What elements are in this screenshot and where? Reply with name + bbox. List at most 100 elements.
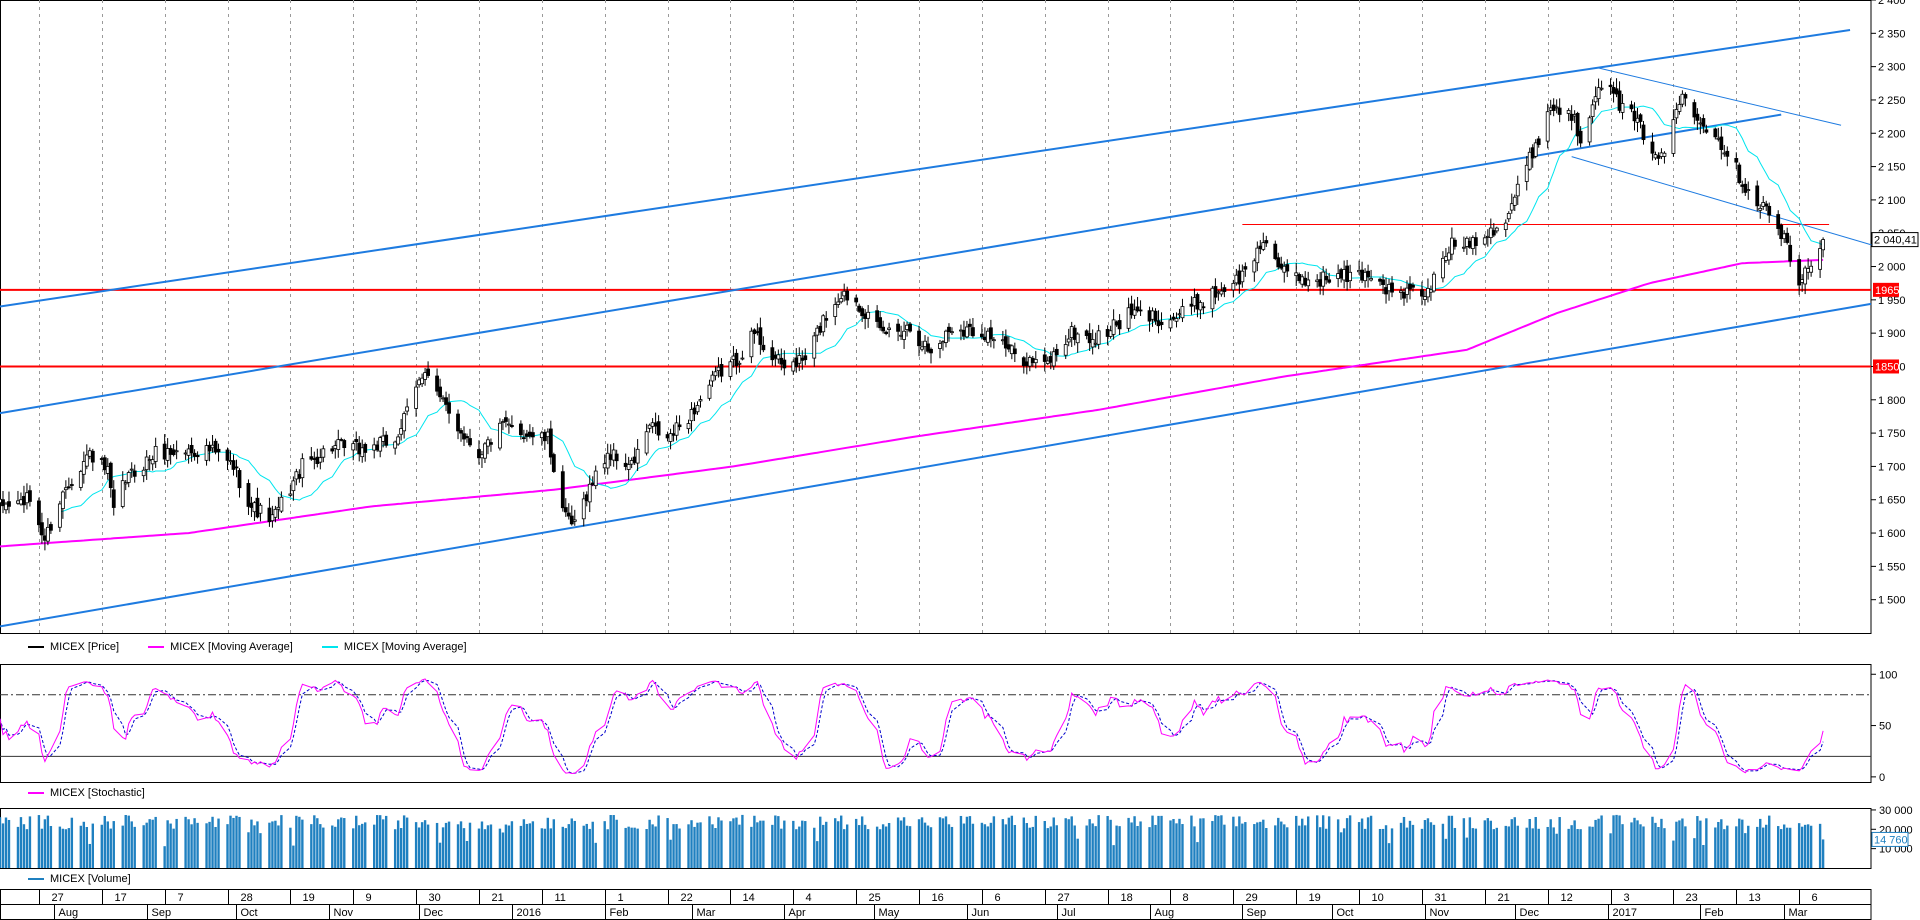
volume-bar bbox=[1663, 828, 1666, 868]
candle-body bbox=[982, 336, 987, 341]
candle-body bbox=[1111, 319, 1116, 335]
volume-bar bbox=[253, 825, 256, 868]
volume-bar bbox=[1705, 818, 1708, 868]
volume-bar bbox=[669, 839, 672, 868]
candle-body bbox=[1444, 256, 1448, 261]
volume-bar bbox=[1357, 822, 1361, 868]
volume-bar bbox=[612, 815, 615, 868]
candle-body bbox=[396, 436, 401, 445]
volume-bar bbox=[1259, 821, 1262, 868]
volume-bar bbox=[1717, 821, 1720, 868]
volume-bar bbox=[980, 822, 984, 868]
volume-bar bbox=[211, 816, 214, 868]
volume-bar bbox=[1744, 833, 1747, 868]
candle-body bbox=[1797, 259, 1802, 286]
volume-bar bbox=[190, 824, 193, 868]
candle-body bbox=[1527, 151, 1532, 170]
candle-body bbox=[1195, 294, 1200, 310]
volume-bar bbox=[1348, 815, 1352, 868]
candle-body bbox=[1806, 268, 1811, 273]
candle-body bbox=[542, 431, 547, 442]
volume-bar bbox=[1423, 820, 1427, 868]
volume-bar bbox=[696, 822, 699, 868]
candle-body bbox=[740, 357, 745, 360]
candle-body bbox=[731, 355, 736, 360]
candle-body bbox=[1423, 296, 1427, 300]
candle-body bbox=[587, 483, 592, 503]
candle-body bbox=[1378, 278, 1382, 282]
candle-body bbox=[249, 502, 254, 508]
volume-bar bbox=[944, 816, 948, 868]
candle-body bbox=[737, 362, 742, 365]
candle-body bbox=[1447, 252, 1451, 261]
volume-bar bbox=[444, 822, 448, 868]
candle-body bbox=[171, 449, 176, 456]
volume-bar bbox=[1525, 827, 1528, 868]
candle-body bbox=[581, 498, 586, 520]
volume-bar bbox=[834, 818, 837, 868]
volume-bar bbox=[405, 817, 409, 868]
volume-bar bbox=[1408, 820, 1412, 868]
volume-bar bbox=[1555, 833, 1558, 868]
candle-body bbox=[1677, 104, 1682, 112]
candle-body bbox=[797, 355, 802, 364]
volume-bar bbox=[1549, 819, 1552, 868]
volume-bar bbox=[184, 816, 187, 868]
day-label: 4 bbox=[806, 892, 812, 904]
volume-bar bbox=[61, 828, 65, 868]
volume-bar bbox=[1600, 815, 1603, 868]
legend-item-volume: MICEX [Volume] bbox=[28, 873, 131, 885]
volume-bar bbox=[1031, 826, 1034, 868]
volume-bar bbox=[795, 829, 798, 868]
volume-bar bbox=[340, 817, 343, 868]
candle-body bbox=[300, 458, 305, 479]
candle-body bbox=[1470, 237, 1475, 249]
volume-bar bbox=[163, 846, 166, 868]
volume-bar bbox=[1118, 826, 1121, 868]
volume-bar bbox=[274, 820, 277, 868]
candle-body bbox=[899, 334, 903, 337]
volume-bar bbox=[1684, 826, 1687, 868]
candle-body bbox=[1408, 283, 1412, 290]
candle-body bbox=[1788, 244, 1793, 262]
volume-bar bbox=[175, 818, 178, 868]
volume-bar bbox=[1091, 823, 1094, 868]
month-label: 2017 bbox=[1613, 907, 1637, 919]
candle-body bbox=[968, 323, 972, 327]
candle-body bbox=[1464, 237, 1469, 247]
candle-body bbox=[1578, 130, 1583, 144]
volume-bar bbox=[1007, 817, 1011, 868]
candle-body bbox=[405, 406, 410, 412]
candle-body bbox=[626, 464, 631, 470]
candle-body bbox=[896, 323, 900, 332]
y-tick-label: 1 650 bbox=[1878, 495, 1906, 507]
volume-bar bbox=[813, 827, 816, 868]
candle-body bbox=[1024, 361, 1029, 367]
volume-bar bbox=[1429, 822, 1433, 868]
candle-body bbox=[1384, 287, 1388, 295]
day-label: 1 bbox=[618, 892, 624, 904]
last-price-box bbox=[1871, 232, 1919, 248]
day-label: 11 bbox=[555, 892, 566, 904]
candle-body bbox=[1491, 230, 1496, 236]
candle-body bbox=[1075, 333, 1080, 344]
candle-body bbox=[333, 445, 338, 449]
volume-bar bbox=[636, 828, 639, 868]
candle-body bbox=[1494, 227, 1499, 232]
candle-body bbox=[108, 462, 113, 489]
candle-body bbox=[456, 413, 460, 432]
volume-bar bbox=[504, 824, 508, 868]
y-tick-label: 50 bbox=[1879, 721, 1891, 733]
volume-bar bbox=[887, 823, 891, 868]
volume-bar bbox=[920, 817, 924, 868]
volume-bar bbox=[1818, 823, 1822, 868]
month-label: Dec bbox=[1520, 907, 1540, 919]
day-label: 23 bbox=[1686, 892, 1698, 904]
candle-body bbox=[468, 438, 472, 446]
day-label: 9 bbox=[366, 892, 372, 904]
candle-body bbox=[758, 327, 763, 345]
volume-bar bbox=[741, 814, 744, 868]
volume-bar bbox=[717, 817, 720, 868]
candle-body bbox=[246, 483, 251, 507]
candle-body bbox=[1704, 129, 1709, 133]
